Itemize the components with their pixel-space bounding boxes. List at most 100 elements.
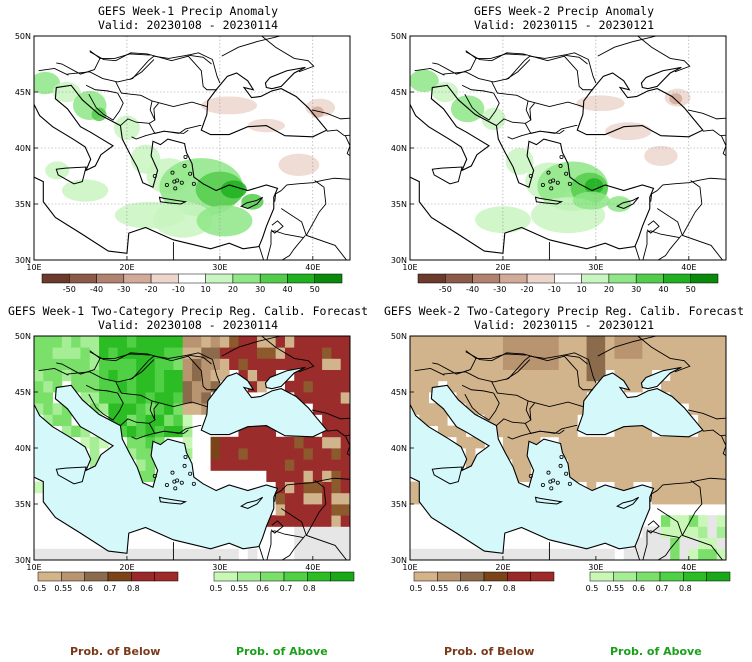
- coastline: [640, 366, 682, 390]
- probability-cell: [651, 481, 662, 494]
- colorbar-cell: [635, 273, 664, 284]
- probability-cell: [716, 448, 726, 460]
- probability-cell: [266, 369, 277, 382]
- probability-cell: [595, 436, 606, 449]
- colorbar-label: 0.8: [303, 584, 316, 593]
- probability-cell: [322, 436, 332, 449]
- probability-cell: [428, 336, 439, 348]
- probability-cell: [331, 425, 342, 438]
- lat-label: 40N: [391, 144, 407, 153]
- probability-cell: [493, 347, 504, 359]
- probability-cell: [521, 425, 532, 438]
- probability-cell: [642, 470, 653, 482]
- probability-cell: [61, 548, 72, 560]
- probability-cell: [493, 548, 504, 560]
- probability-cell: [670, 336, 680, 348]
- probability-cell: [688, 403, 699, 415]
- colorbar-cell: [41, 273, 70, 284]
- probability-cell: [456, 336, 467, 348]
- probability-cell: [108, 358, 119, 370]
- probability-cell: [136, 459, 146, 471]
- probability-cell: [229, 347, 239, 359]
- probability-cell: [558, 425, 569, 438]
- panel-valid-date: Valid: 20230115 - 20230121: [473, 18, 654, 32]
- probability-cell: [210, 436, 221, 449]
- probability-cell: [502, 436, 513, 449]
- probability-cell: [257, 380, 267, 393]
- probability-cell: [219, 336, 230, 348]
- coastline: [200, 72, 328, 138]
- colorbar-label: -10: [172, 285, 185, 294]
- probability-cell: [540, 392, 550, 404]
- probability-cell: [698, 414, 708, 426]
- colorbar-label: 0.5: [586, 584, 599, 593]
- island-outline: [559, 454, 564, 459]
- probability-cell: [80, 358, 91, 370]
- probability-cell: [419, 358, 429, 370]
- probability-cell: [595, 459, 606, 471]
- probability-cell: [586, 470, 597, 482]
- probability-cell: [688, 481, 699, 494]
- probability-cell: [502, 403, 513, 415]
- colorbar-cell: [283, 571, 308, 582]
- probability-cell: [136, 448, 146, 460]
- probability-cell: [303, 380, 314, 393]
- probability-cell: [303, 504, 314, 516]
- probability-cell: [340, 380, 350, 393]
- probability-cell: [229, 459, 239, 471]
- probability-cell: [558, 403, 569, 415]
- probability-cell: [698, 380, 708, 393]
- lat-label: 35N: [391, 200, 407, 209]
- probability-cell: [89, 448, 100, 460]
- colorbar-cell: [526, 273, 555, 284]
- probability-cell: [707, 414, 718, 426]
- probability-cell: [331, 515, 342, 527]
- probability-cell: [484, 392, 495, 404]
- country-border: [687, 109, 726, 120]
- probability-cell: [89, 459, 100, 471]
- lat-label: 50N: [15, 332, 31, 341]
- probability-cell: [410, 392, 420, 404]
- probability-cell: [322, 548, 332, 560]
- probability-cell: [71, 358, 81, 370]
- probability-cell: [303, 537, 314, 550]
- probability-cell: [530, 369, 541, 382]
- probability-cell: [43, 380, 53, 393]
- probability-cell: [605, 336, 615, 348]
- probability-cell: [275, 504, 286, 516]
- prob-below-label: Prob. of Below: [70, 645, 161, 658]
- colorbar-cell: [683, 571, 707, 582]
- probability-cell: [428, 548, 439, 560]
- probability-cell: [521, 347, 532, 359]
- probability-cell: [633, 369, 643, 382]
- probability-cell: [312, 537, 323, 550]
- probability-cell: [322, 369, 332, 382]
- probability-cell: [698, 481, 708, 494]
- country-border: [153, 52, 221, 84]
- probability-cell: [716, 481, 726, 494]
- colorbar-cell: [260, 571, 285, 582]
- probability-cell: [568, 403, 578, 415]
- colorbar-label: -20: [145, 285, 158, 294]
- probability-cell: [89, 358, 100, 370]
- probability-cell: [465, 436, 476, 449]
- probability-cell: [182, 347, 193, 359]
- probability-cell: [558, 436, 569, 449]
- colorbar-label: 0.5: [410, 584, 423, 593]
- anomaly-colorbar: -50 -40 -30 -20 -10 10 20 30 40 50: [41, 273, 343, 294]
- probability-cell: [312, 436, 323, 449]
- probability-cell: [238, 436, 249, 449]
- probability-cell: [43, 336, 53, 348]
- country-border: [99, 353, 151, 359]
- probability-cell: [410, 347, 420, 359]
- probability-cell: [247, 548, 258, 560]
- probability-cell: [126, 380, 137, 393]
- island-outline: [191, 181, 196, 186]
- probability-cell: [493, 414, 504, 426]
- probability-cell: [266, 515, 277, 527]
- probability-cell: [568, 392, 578, 404]
- probability-cell: [540, 380, 550, 393]
- colorbar-cell: [530, 571, 555, 582]
- probability-cell: [549, 392, 560, 404]
